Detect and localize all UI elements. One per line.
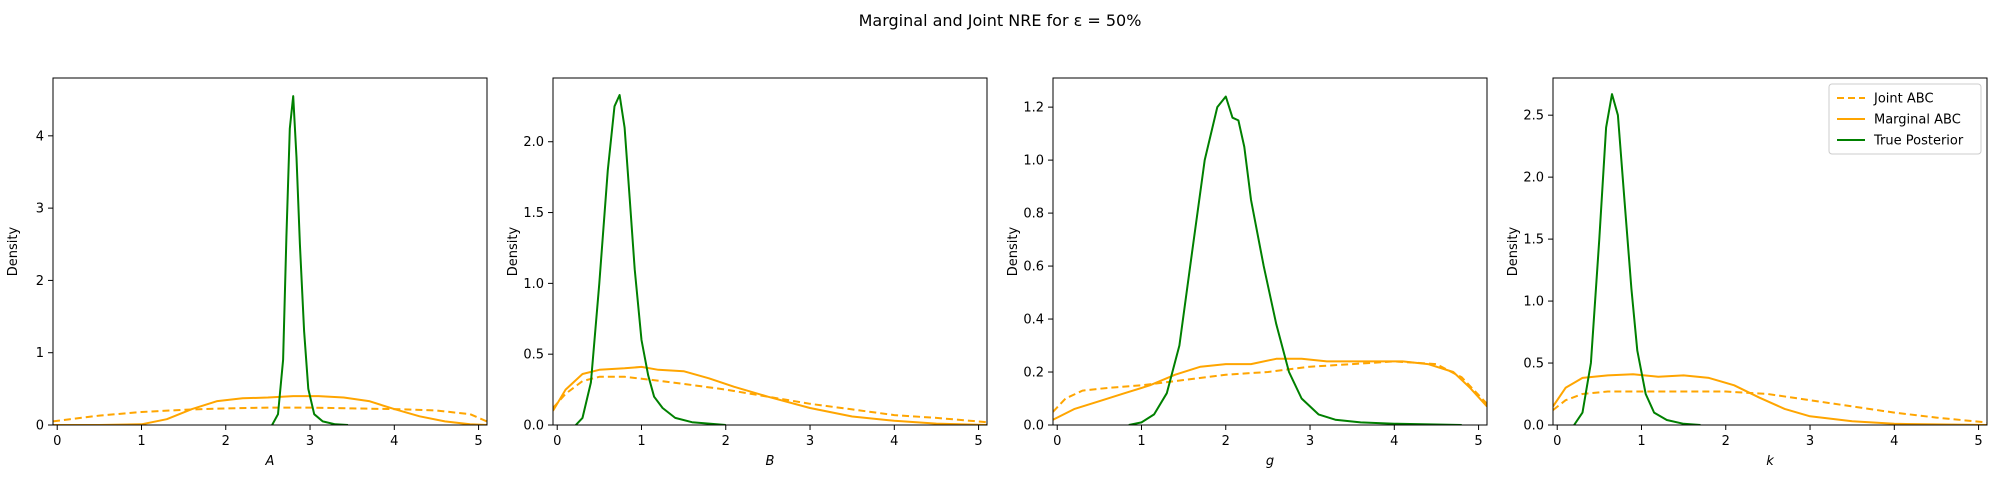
x-tick-label: 2 xyxy=(222,434,230,449)
axes-frame xyxy=(1552,77,1988,426)
x-tick-label: 0 xyxy=(53,434,61,449)
x-tick-label: 4 xyxy=(890,434,898,449)
panel-2: 0 1 2 3 4 5 0.0 0.5 1.0 1.5 2.0 B Density xyxy=(506,77,988,469)
series-group xyxy=(1053,95,1487,425)
legend-box xyxy=(1828,83,1982,155)
x-tick-label: 5 xyxy=(974,434,982,449)
y-tick-label: 1.0 xyxy=(523,277,544,292)
legend-label: Joint ABC xyxy=(1873,92,1934,107)
y-tick-label: 0.5 xyxy=(523,348,544,363)
y-tick-label: 0.0 xyxy=(523,419,544,434)
series-line-true-posterior xyxy=(1573,93,1701,425)
y-tick-label: 2.0 xyxy=(523,135,544,150)
y-tick-label: 0 xyxy=(36,419,44,434)
series-line-joint-abc xyxy=(53,406,487,423)
x-tick-label: 4 xyxy=(1390,434,1398,449)
x-tick-label: 4 xyxy=(1890,434,1898,449)
y-tick-label: 0.2 xyxy=(1023,366,1044,381)
y-tick-label: 0.0 xyxy=(1023,419,1044,434)
series-line-true-posterior xyxy=(1128,95,1462,425)
panel-3: 0 1 2 3 4 5 0.0 0.2 0.4 0.6 0.8 1.0 1.2 g Density xyxy=(1006,77,1488,469)
y-tick-label: 0.5 xyxy=(1523,357,1544,372)
series-line-joint-abc xyxy=(1553,390,1987,424)
series-line-marginal-abc xyxy=(553,365,987,425)
x-tick-label: 1 xyxy=(1137,434,1145,449)
x-axis-label: k xyxy=(1766,454,1774,469)
y-tick-label: 2 xyxy=(36,274,44,289)
series-line-joint-abc xyxy=(1053,360,1487,413)
y-tick-label: 0.4 xyxy=(1023,313,1044,328)
y-tick-label: 4 xyxy=(36,129,44,144)
legend-label: True Posterior xyxy=(1873,134,1964,149)
x-tick-label: 0 xyxy=(1553,434,1561,449)
x-tick-label: 4 xyxy=(390,434,398,449)
y-tick-label: 3 xyxy=(36,202,44,217)
y-axis-label: Density xyxy=(1506,226,1521,276)
y-tick-label: 0.0 xyxy=(1523,419,1544,434)
y-tick-label: 1 xyxy=(36,346,44,361)
x-tick-label: 5 xyxy=(1474,434,1482,449)
series-line-true-posterior xyxy=(271,95,349,425)
series-line-marginal-abc xyxy=(53,395,487,425)
y-tick-label: 1.5 xyxy=(523,206,544,221)
series-line-marginal-abc xyxy=(1553,373,1987,425)
x-tick-label: 0 xyxy=(553,434,561,449)
y-tick-label: 0.8 xyxy=(1023,207,1044,222)
x-axis-label: g xyxy=(1266,454,1274,469)
figure-title: Marginal and Joint NRE for ε = 50% xyxy=(859,11,1142,30)
series-group xyxy=(553,94,987,425)
y-tick-label: 2.5 xyxy=(1523,109,1544,124)
panels: 0 1 2 3 4 5 0 1 2 3 4 A Density 0 1 2 3 4 5 0.0 0.5 1.0 1.5 2.0… xyxy=(6,77,1988,469)
x-tick-label: 3 xyxy=(306,434,314,449)
y-axis-label: Density xyxy=(1006,226,1021,276)
x-tick-label: 1 xyxy=(1637,434,1645,449)
panel-4: 0 1 2 3 4 5 0.0 0.5 1.0 1.5 2.0 2.5 k Density Joint AB… xyxy=(1506,77,1988,469)
y-tick-label: 1.0 xyxy=(1523,295,1544,310)
x-tick-label: 1 xyxy=(137,434,145,449)
x-tick-label: 2 xyxy=(1222,434,1230,449)
x-tick-label: 3 xyxy=(1806,434,1814,449)
legend-label: Marginal ABC xyxy=(1874,113,1961,128)
x-tick-label: 2 xyxy=(722,434,730,449)
series-line-marginal-abc xyxy=(1053,357,1487,421)
x-axis-label: B xyxy=(766,454,775,469)
y-axis-label: Density xyxy=(6,226,21,276)
y-tick-label: 0.6 xyxy=(1023,260,1044,275)
y-tick-label: 1.0 xyxy=(1023,154,1044,169)
x-axis-label: A xyxy=(265,454,275,469)
panel-1: 0 1 2 3 4 5 0 1 2 3 4 A Density xyxy=(6,77,488,469)
axes-frame xyxy=(1052,77,1488,426)
x-tick-label: 5 xyxy=(1974,434,1982,449)
y-tick-label: 1.5 xyxy=(1523,233,1544,248)
axes-frame xyxy=(552,77,988,426)
series-line-true-posterior xyxy=(575,94,726,425)
x-tick-label: 2 xyxy=(1722,434,1730,449)
x-tick-label: 0 xyxy=(1053,434,1061,449)
series-group xyxy=(1553,93,1987,425)
x-tick-label: 3 xyxy=(806,434,814,449)
x-tick-label: 3 xyxy=(1306,434,1314,449)
x-tick-label: 1 xyxy=(637,434,645,449)
series-line-joint-abc xyxy=(553,375,987,424)
axes-frame xyxy=(52,77,488,426)
y-axis-label: Density xyxy=(506,226,521,276)
legend: Joint ABC Marginal ABC True Posterior xyxy=(1828,83,1982,155)
y-tick-label: 1.2 xyxy=(1023,101,1044,116)
y-tick-label: 2.0 xyxy=(1523,171,1544,186)
series-group xyxy=(53,95,487,425)
x-tick-label: 5 xyxy=(474,434,482,449)
